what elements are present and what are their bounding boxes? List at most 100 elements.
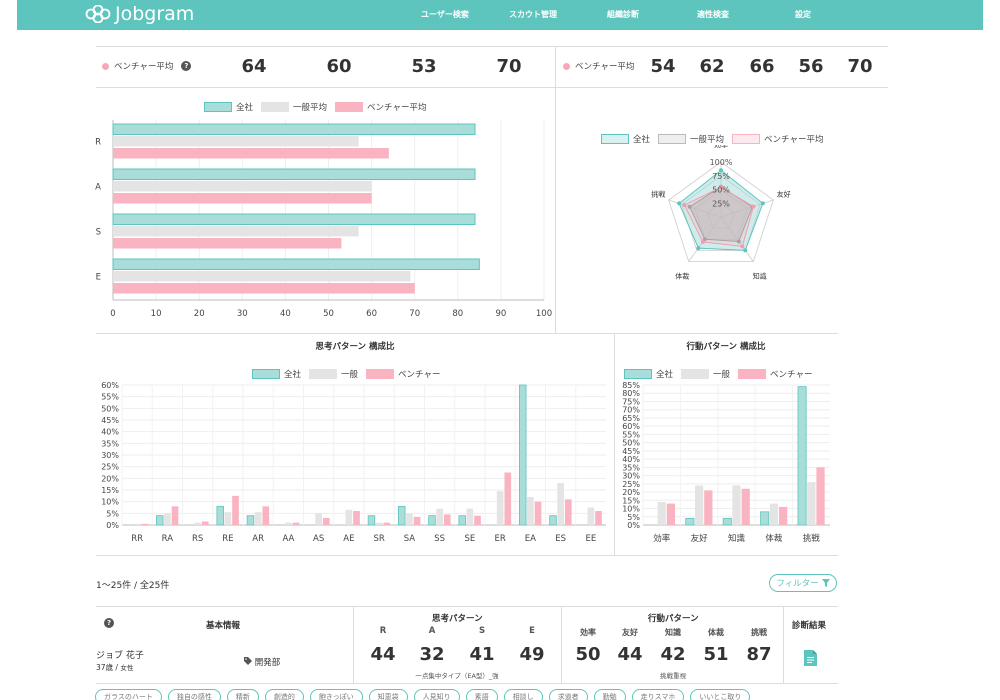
legend-item-all[interactable]: 全社	[624, 368, 673, 380]
bar	[112, 123, 476, 135]
venture-dot-icon	[102, 62, 109, 70]
nav-aptitude-test[interactable]: 適性検査	[697, 10, 729, 19]
bar	[704, 490, 713, 525]
col-e: E	[529, 626, 535, 636]
bar	[224, 512, 232, 525]
trait-tag[interactable]: 走りスマホ	[631, 689, 685, 700]
trait-tag[interactable]: 求道者	[548, 689, 588, 700]
bar	[201, 521, 209, 525]
y-tick-label: 70%	[622, 406, 640, 415]
bar	[406, 513, 413, 525]
avg-value-friendly: 62	[699, 56, 725, 77]
bar	[292, 522, 300, 525]
app-logo[interactable]: Jobgram	[85, 3, 194, 25]
document-icon[interactable]	[804, 650, 817, 666]
trait-tag[interactable]: 勤勉	[593, 689, 626, 700]
tag-icon	[244, 657, 252, 665]
y-tick-label: E	[96, 272, 101, 282]
bar	[557, 483, 564, 525]
venture-average-text: ベンチャー平均	[575, 62, 635, 72]
trait-tag[interactable]: ガラスのハート	[95, 689, 162, 700]
x-tick-label: SR	[373, 534, 384, 544]
filter-button[interactable]: フィルター	[769, 574, 837, 592]
legend-item-all[interactable]: 全社	[252, 368, 301, 380]
y-tick-label: 50%	[101, 404, 119, 413]
radar-tick-label: 100%	[710, 158, 733, 167]
x-tick-label: RR	[131, 534, 143, 544]
bar	[595, 511, 602, 525]
y-tick-label: 50%	[622, 439, 640, 448]
legend-item-general[interactable]: 一般平均	[261, 101, 327, 113]
y-tick-label: 35%	[622, 463, 640, 472]
legend-item-all[interactable]: 全社	[601, 133, 650, 145]
behavior-value-friendly: 44	[617, 644, 643, 665]
bar	[375, 522, 383, 525]
radar-point	[743, 248, 748, 253]
legend-item-venture[interactable]: ベンチャー	[366, 368, 440, 380]
x-tick-label: 60	[366, 309, 377, 319]
legend-item-general[interactable]: 一般平均	[658, 133, 724, 145]
radar-point	[736, 239, 741, 244]
trait-tag[interactable]: いいとこ取り	[690, 689, 751, 700]
bar	[518, 384, 527, 526]
avg-value-knowledge: 66	[749, 56, 775, 77]
trait-tag[interactable]: 素語	[465, 689, 498, 700]
x-tick-label: EE	[586, 534, 597, 544]
bar	[587, 507, 595, 525]
y-tick-label: 60%	[101, 381, 119, 390]
legend-item-general[interactable]: 一般	[681, 368, 730, 380]
legend-item-venture[interactable]: ベンチャー平均	[335, 101, 426, 113]
nav-user-search[interactable]: ユーザー検索	[421, 10, 469, 19]
trait-tag[interactable]: 人見知り	[413, 689, 460, 700]
radar-point	[740, 244, 745, 249]
divider	[555, 46, 556, 333]
legend-label: 全社	[633, 135, 651, 145]
help-icon[interactable]: ?	[181, 61, 192, 71]
user-department: 開発部	[244, 656, 280, 668]
bar	[232, 495, 239, 525]
legend-item-all[interactable]: 全社	[204, 101, 253, 113]
nav-scout-management[interactable]: スカウト管理	[509, 10, 557, 19]
bar	[694, 485, 704, 525]
nav-settings[interactable]: 設定	[795, 10, 811, 19]
trait-tag[interactable]: 飽きっぽい	[309, 689, 363, 700]
trait-tag[interactable]: 独自の感性	[167, 689, 221, 700]
user-name[interactable]: ジョブ 花子	[96, 651, 144, 661]
col-appearance: 体裁	[708, 628, 724, 637]
thinking-value-a: 32	[419, 644, 445, 665]
avg-value-appearance: 56	[798, 56, 824, 77]
bar	[443, 514, 451, 525]
help-icon[interactable]: ?	[104, 618, 114, 628]
behavior-chart-title: 行動パターン 構成比	[686, 342, 766, 352]
trait-tag[interactable]: 知恵袋	[368, 689, 408, 700]
bar	[164, 513, 171, 525]
header-behavior-pattern: 行動パターン	[648, 614, 699, 624]
avg-value-challenge: 70	[847, 56, 873, 77]
thinking-value-s: 41	[469, 644, 495, 665]
bar	[113, 193, 372, 204]
trait-tag[interactable]: 創造的	[264, 689, 304, 700]
behavior-value-knowledge: 42	[660, 644, 686, 665]
nav-org-diagnosis[interactable]: 組織診断	[607, 10, 639, 19]
venture-dot-icon	[563, 62, 570, 70]
radar-tick-label: 75%	[712, 172, 730, 181]
legend-label: 一般	[713, 370, 731, 380]
x-tick-label: AR	[252, 534, 264, 544]
legend-item-venture[interactable]: ベンチャー	[738, 368, 812, 380]
trait-tag[interactable]: 精新	[226, 689, 259, 700]
legend-item-venture[interactable]: ベンチャー平均	[732, 133, 823, 145]
y-tick-label: 45%	[101, 416, 119, 425]
x-tick-label: 10	[151, 309, 162, 319]
radar-tick-label: 50%	[712, 186, 730, 195]
thinking-pattern-bar-chart: 0% 5% 10% 15% 20% 25% 30% 35% 40% 45% 50% 55% 60% RR R…	[101, 381, 606, 544]
x-tick-label: 0	[110, 309, 115, 319]
legend-swatch	[366, 369, 395, 379]
x-tick-label: 70	[409, 309, 420, 319]
top-navigation-bar: Jobgram ユーザー検索 スカウト管理 組織診断 適性検査 設定	[17, 0, 983, 30]
bar	[113, 136, 359, 147]
y-tick-label: R	[95, 137, 101, 147]
trait-tag[interactable]: 相談し	[503, 689, 543, 700]
venture-average-text: ベンチャー平均	[114, 62, 174, 72]
legend-item-general[interactable]: 一般	[309, 368, 358, 380]
x-tick-label: SA	[404, 534, 416, 544]
